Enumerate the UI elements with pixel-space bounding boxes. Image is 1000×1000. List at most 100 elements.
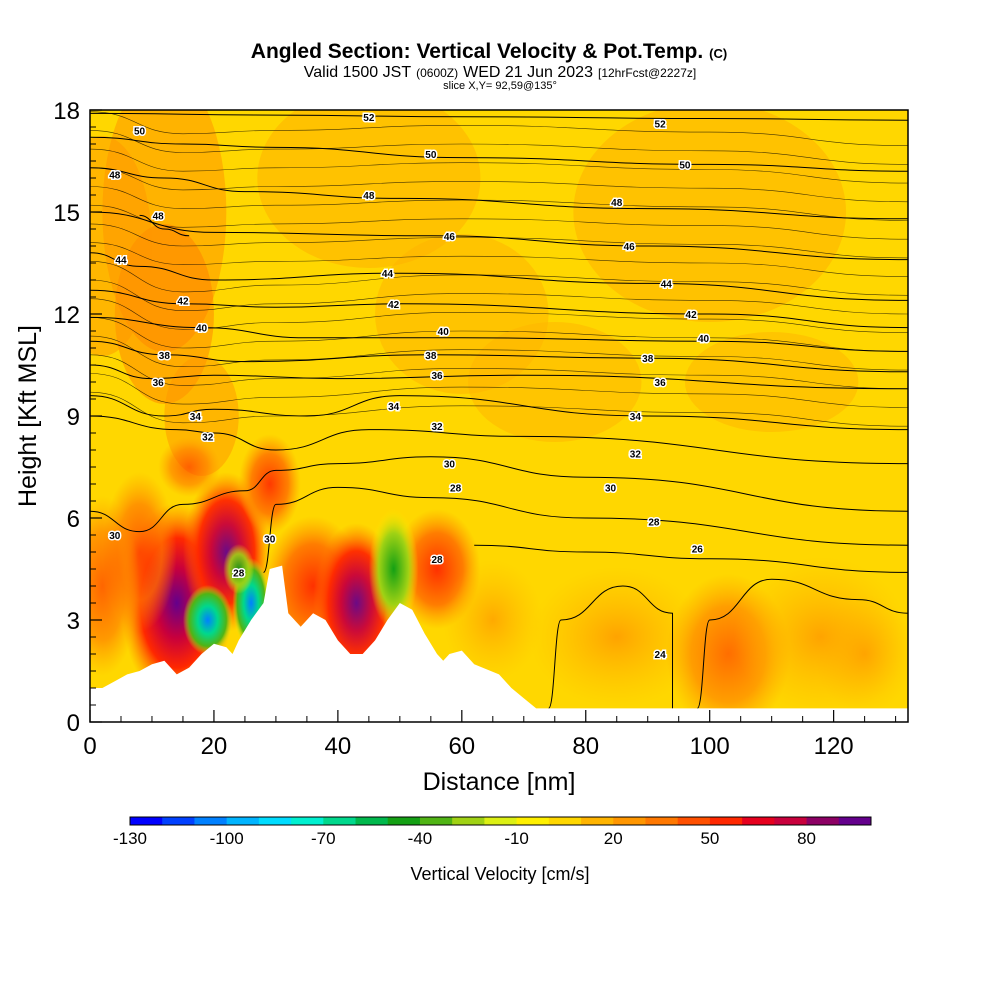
theta-isoline [90,391,908,427]
velocity-region [368,509,419,629]
contour-label: 46 [444,232,456,243]
theta-isoline [90,298,908,333]
contour-label: 40 [438,327,450,338]
contour-label: 50 [679,160,691,171]
contour-label: 30 [264,534,276,545]
y-tick-label: 15 [53,200,80,227]
colorbar-frame [129,816,872,826]
contour-label: 28 [648,517,660,528]
velocity-region [815,594,908,714]
contour-label: 30 [444,460,456,471]
velocity-region [684,332,859,432]
x-tick-label: 120 [814,733,854,760]
velocity-region [223,544,255,594]
theta-isoline [90,242,908,277]
theta-isoline [90,317,908,352]
slice-label: slice X,Y= 92,59@135° [443,80,557,92]
colorbar-swatch [162,817,195,825]
velocity-region [573,110,846,322]
colorbar-tick-label: -10 [504,829,529,848]
colorbar-swatch [291,817,324,825]
theta-isoline [90,261,908,296]
x-axis: 0 20 40 60 80 100 120 [83,710,897,760]
colorbar-swatch [387,817,421,825]
theta-isoline [90,354,908,390]
contour-label: 38 [159,351,171,362]
x-tick-label: 60 [448,733,475,760]
colorbar-swatch [130,817,163,825]
terrain [90,565,908,722]
theta-contour-30 [90,456,908,533]
y-tick-label: 0 [67,710,80,737]
colorbar-ticks: -130 -100 -70 -40 -10 20 50 80 [113,829,816,848]
velocity-region [238,434,301,534]
theta-contour-48 [90,167,908,220]
theta-contour-24 [548,585,674,709]
colorbar-tick-label: 20 [604,829,623,848]
x-tick-label: 0 [83,733,96,760]
theta-contour-42 [90,289,908,329]
contour-label: 34 [388,402,400,413]
colorbar-swatch [419,817,453,825]
theta-contour-40 [90,316,908,352]
theta-isoline [90,111,908,146]
colorbar-swatch [581,817,614,825]
velocity-region [443,560,543,680]
contour-label: 38 [642,354,654,365]
contour-label: 36 [431,371,443,382]
contour-label: 34 [630,412,642,423]
contour-label: 50 [134,126,146,137]
theta-contour-38 [90,340,908,373]
theta-contour-46 [90,211,908,261]
contour-label: 26 [692,545,704,556]
theta-contour-34 [90,395,908,431]
theta-isoline [90,279,908,315]
theta-isoline [90,335,908,371]
colorbar-swatch [452,817,485,825]
contour-label: 34 [190,412,202,423]
velocity-region [468,322,642,442]
colorbar-label: Vertical Velocity [cm/s] [410,864,589,884]
y-tick-label: 18 [53,98,80,125]
x-tick-label: 20 [201,733,228,760]
contour-label: 38 [425,351,437,362]
colorbar-swatch [742,817,775,825]
y-axis-label: Height [Kft MSL] [14,325,42,507]
theta-contour-28 [263,486,908,573]
theta-isoline [90,130,908,165]
colorbar-tick-label: 80 [797,829,816,848]
contour-label: 48 [153,211,165,222]
theta-contour-36 [90,364,908,390]
theta-isoline [90,204,908,240]
contour-label: 42 [388,300,400,311]
colorbar-swatch [645,817,679,825]
colorbar-swatch [677,817,711,825]
velocity-region [529,567,704,707]
x-tick-label: 40 [325,733,352,760]
theta-isoline [90,148,908,184]
theta-contour-32 [90,415,908,465]
contour-label: 42 [686,310,698,321]
colorbar-tick-label: 50 [700,829,719,848]
colorbar-swatch [355,817,389,825]
colorbar-swatch [613,817,646,825]
velocity-region [158,437,221,497]
velocity-region [90,496,140,676]
theta-contour-48 [139,214,190,237]
theta-isoline [90,167,908,203]
colorbar-tick-label: -100 [210,829,244,848]
y-tick-label: 6 [67,506,80,533]
contour-label: 46 [624,242,636,253]
theta-contour-26 [474,544,908,573]
colorbar-swatch [838,817,872,825]
contour-label: 36 [655,378,667,389]
colorbar-swatch [774,817,807,825]
colorbar-tick-label: -130 [113,829,147,848]
plot-area: 52 52 50 50 50 48 48 48 48 46 46 44 44 44 42 42 42 40 40 40… [90,110,908,722]
colorbar-swatch [516,817,550,825]
colorbar-swatch [484,817,518,825]
contour-label: 42 [177,296,189,307]
y-tick-label: 3 [67,608,80,635]
chart-title-unit: (C) [709,46,727,61]
theta-isoline [90,223,908,259]
